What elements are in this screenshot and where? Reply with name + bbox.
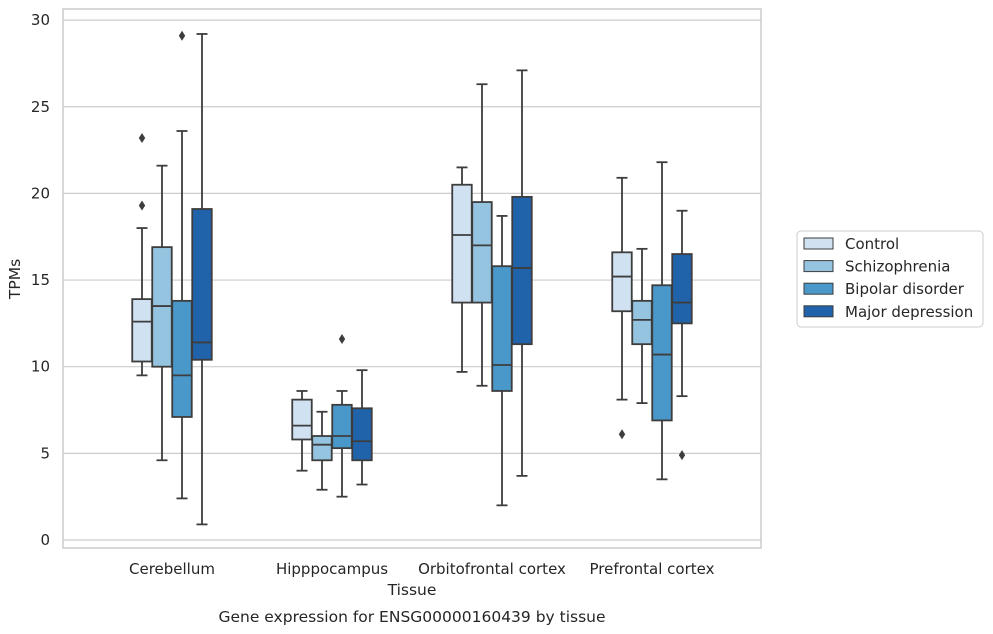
iqr-box — [131, 298, 153, 363]
x-tick-labels: Cerebellum Hipppocampus Orbitofrontal cort… — [129, 560, 715, 578]
legend-label: Major depression — [845, 303, 973, 321]
legend: Control Schizophrenia Bipolar disorder Majo… — [796, 230, 984, 328]
box-3-0 — [611, 176, 633, 440]
iqr-box — [291, 398, 313, 441]
y-tick-labels: 0 5 10 15 20 25 30 — [31, 11, 50, 549]
y-tick-label: 5 — [40, 444, 50, 462]
box-1-2 — [331, 333, 353, 498]
iqr-box — [671, 253, 693, 325]
iqr-box — [191, 208, 213, 361]
outlier-point — [138, 200, 146, 211]
outlier-point — [678, 450, 686, 461]
legend-swatch — [803, 305, 834, 318]
box-0-1 — [151, 164, 173, 462]
legend-label: Bipolar disorder — [845, 280, 965, 298]
box-1-3 — [351, 369, 373, 486]
legend-swatch — [803, 260, 834, 273]
x-tick-label: Cerebellum — [129, 560, 215, 578]
chart-title: Gene expression for ENSG00000160439 by t… — [218, 608, 605, 626]
y-tick-label: 0 — [40, 531, 50, 549]
box-2-2 — [491, 215, 513, 507]
y-tick-label: 20 — [31, 184, 50, 202]
box-1-1 — [311, 410, 333, 491]
legend-label: Control — [845, 235, 899, 253]
iqr-box — [651, 284, 673, 422]
legend-swatch — [803, 237, 834, 250]
box-2-1 — [471, 83, 493, 387]
x-tick-label: Prefrontal cortex — [590, 560, 715, 578]
outlier-point — [338, 333, 346, 344]
box-0-3 — [191, 33, 213, 526]
outlier-point — [618, 429, 626, 440]
iqr-box — [511, 195, 533, 346]
iqr-box — [351, 407, 373, 462]
box-3-1 — [631, 247, 653, 404]
y-tick-label: 30 — [31, 11, 50, 29]
box-0-2 — [171, 30, 193, 500]
iqr-box — [171, 299, 193, 418]
outlier-point — [138, 132, 146, 143]
box-0-0 — [131, 132, 153, 377]
iqr-box — [331, 403, 353, 450]
plot-area-frame — [62, 8, 762, 549]
box-3-3 — [671, 209, 693, 461]
box-1-0 — [291, 390, 313, 472]
y-axis-title: TPMs — [6, 259, 24, 300]
y-tick-label: 10 — [31, 358, 50, 376]
x-axis-title: Tissue — [387, 581, 437, 599]
legend-swatch — [803, 282, 834, 295]
y-tick-label: 15 — [31, 271, 50, 289]
box-3-2 — [651, 161, 673, 481]
iqr-box — [451, 183, 473, 304]
legend-frame — [796, 230, 984, 328]
x-tick-label: Orbitofrontal cortex — [418, 560, 566, 578]
box-2-0 — [451, 166, 473, 373]
iqr-box — [471, 201, 493, 304]
outlier-point — [178, 30, 186, 41]
iqr-box — [631, 299, 653, 346]
boxes-layer — [131, 30, 693, 526]
x-tick-label: Hipppocampus — [276, 560, 388, 578]
iqr-box — [491, 265, 513, 392]
box-2-3 — [511, 69, 533, 477]
iqr-box — [311, 435, 333, 462]
legend-label: Schizophrenia — [845, 258, 950, 276]
iqr-box — [611, 251, 633, 313]
y-tick-label: 25 — [31, 98, 50, 116]
